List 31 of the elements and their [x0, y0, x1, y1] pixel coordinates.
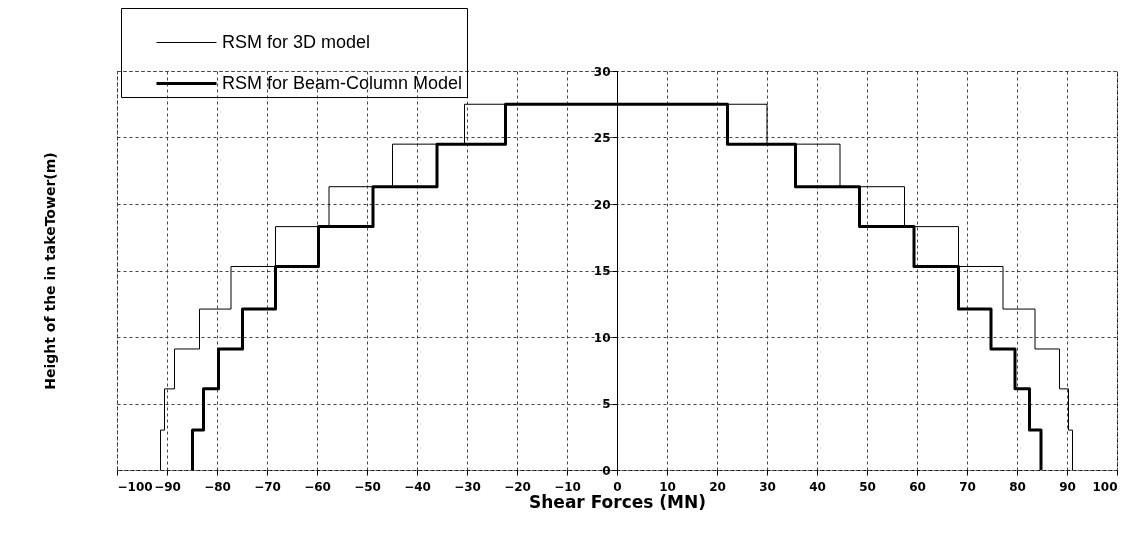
y-tick-label: 20	[593, 197, 611, 212]
x-tick-label: −100	[117, 479, 153, 494]
x-tick-label: −80	[204, 479, 231, 494]
y-axis-title: Height of the in takeTower(m)	[41, 152, 58, 390]
x-tick-label: −90	[154, 479, 181, 494]
y-tick-label: 10	[593, 330, 611, 345]
y-tick-label: 5	[602, 397, 611, 411]
legend-label: RSM for 3D model	[222, 31, 371, 52]
x-axis-title: Shear Forces (MN)	[529, 491, 706, 512]
x-tick-label: −20	[504, 479, 531, 494]
x-tick-label: 20	[709, 479, 726, 494]
x-tick-label: −10	[554, 479, 581, 494]
x-tick-label: 10	[659, 479, 676, 494]
y-tick-label: 0	[602, 463, 611, 478]
x-tick-label: 30	[759, 479, 776, 494]
x-tick-label: 90	[1059, 479, 1076, 494]
x-tick-label: −70	[254, 479, 281, 494]
x-tick-label: −30	[454, 479, 481, 494]
x-tick-label: −40	[404, 479, 431, 494]
x-tick-label: 50	[859, 479, 876, 494]
x-tick-label: 100	[1092, 479, 1118, 494]
x-tick-label: 80	[1009, 479, 1026, 494]
y-tick-label: 15	[593, 264, 611, 278]
legend-label: RSM for Beam-Column Model	[222, 72, 463, 93]
x-tick-label: −60	[304, 479, 331, 494]
y-tick-label: 25	[593, 131, 611, 145]
x-tick-label: 60	[909, 479, 926, 494]
x-tick-label: 0	[613, 479, 622, 494]
x-tick-label: 40	[809, 479, 826, 494]
x-tick-label: −50	[354, 479, 381, 494]
x-tick-label: 70	[959, 479, 976, 494]
